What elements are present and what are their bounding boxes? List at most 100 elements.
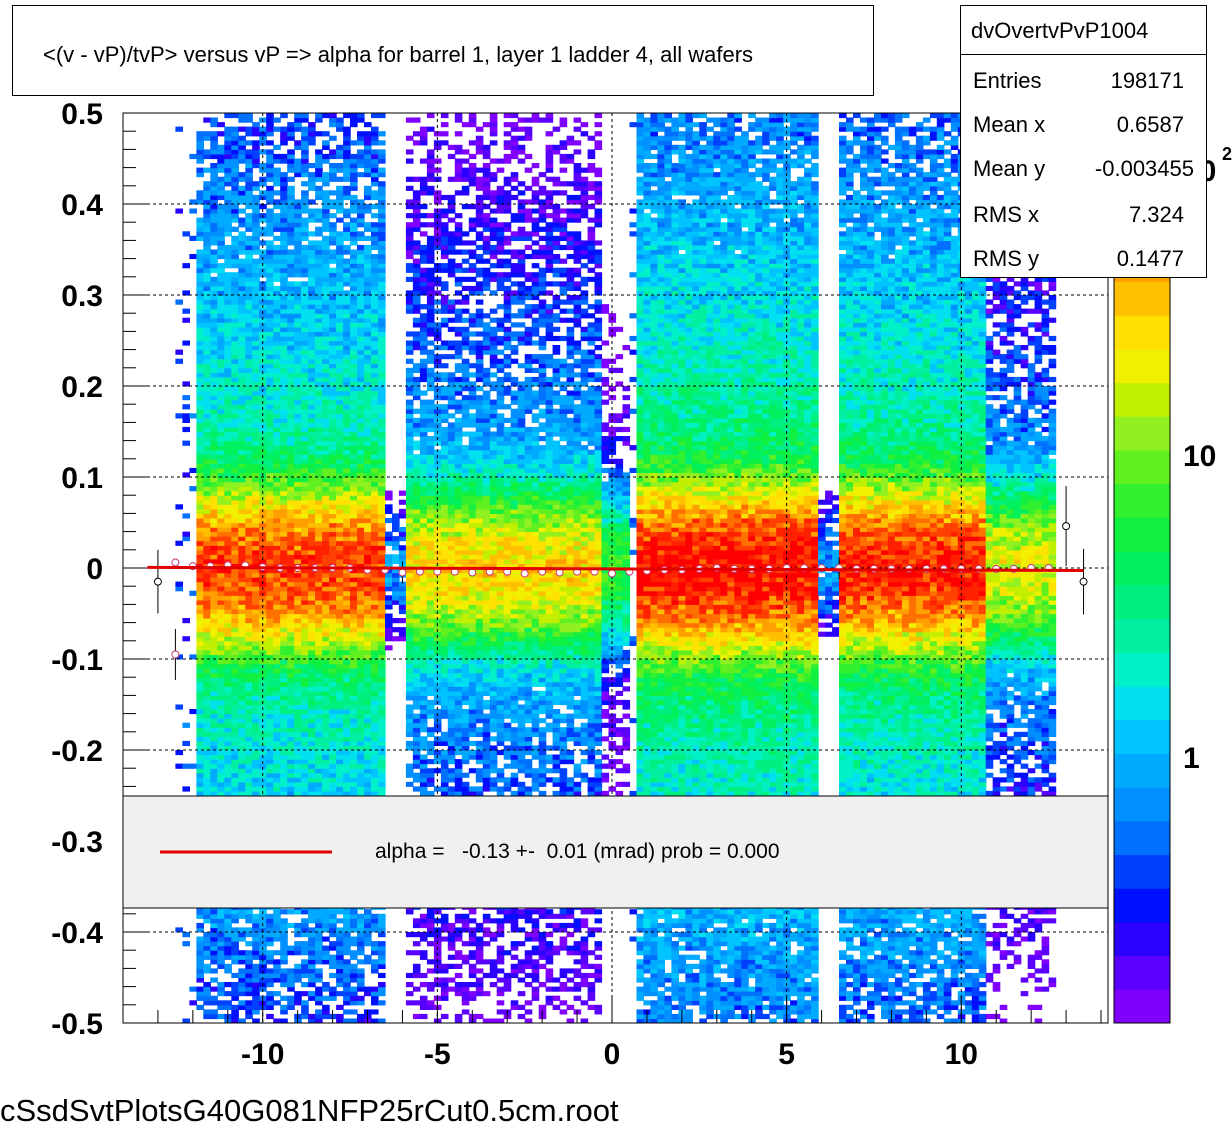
heatmap-cell [252,345,260,351]
heatmap-cell [266,577,274,583]
heatmap-cell [322,258,330,264]
heatmap-cell [315,467,323,473]
heatmap-cell [175,126,183,132]
heatmap-cell [301,640,309,646]
heatmap-cell [245,699,253,706]
heatmap-cell [350,390,358,396]
heatmap-cell [245,436,253,442]
heatmap-cell [287,445,295,451]
heatmap-cell [308,968,316,974]
heatmap-cell [217,463,225,469]
heatmap-cell [231,941,239,947]
heatmap-cell [252,144,260,150]
heatmap-cell [210,426,218,433]
heatmap-cell [273,254,281,260]
heatmap-cell [336,736,344,742]
heatmap-cell [301,686,309,692]
heatmap-cell [245,527,253,533]
heatmap-cell [273,558,281,564]
heatmap-cell [287,558,295,564]
heatmap-cell [322,349,330,355]
heatmap-cell [196,508,204,514]
heatmap-cell [280,372,288,378]
heatmap-cell [259,272,267,278]
heatmap-cell [336,595,344,601]
heatmap-cell [210,472,218,478]
heatmap-cell [210,645,218,651]
heatmap-cell [266,190,274,196]
heatmap-cell [364,263,372,269]
heatmap-cell [238,390,246,396]
heatmap-cell [266,131,274,137]
heatmap-cell [203,149,211,155]
heatmap-cell [301,608,309,615]
heatmap-cell [252,240,260,246]
heatmap-cell [217,690,225,696]
heatmap-cell [371,563,379,569]
heatmap-cell [182,1018,190,1023]
heatmap-cell [343,690,351,696]
heatmap-cell [217,431,225,437]
heatmap-cell [224,276,232,282]
heatmap-cell [182,381,190,387]
heatmap-cell [224,659,232,665]
heatmap-cell [287,972,295,979]
heatmap-cell [280,581,288,587]
heatmap-cell [378,563,386,569]
heatmap-cell [357,204,365,210]
heatmap-cell [308,358,316,364]
heatmap-cell [175,349,183,355]
heatmap-cell [322,244,330,251]
heatmap-cell [308,695,316,701]
heatmap-cell [252,326,260,332]
heatmap-cell [322,627,330,633]
heatmap-cell [343,131,351,137]
heatmap-cell [231,158,239,164]
heatmap-cell [301,313,309,319]
heatmap-cell [336,531,344,537]
heatmap-cell [273,613,281,619]
heatmap-cell [287,386,295,392]
heatmap-cell [308,472,316,478]
heatmap-cell [203,472,211,478]
heatmap-cell [294,577,302,583]
heatmap-cell [315,613,323,619]
heatmap-cell [350,918,358,924]
heatmap-cell [259,932,267,938]
heatmap-cell [280,458,288,464]
heatmap-cell [224,231,232,237]
heatmap-cell [343,340,351,346]
heatmap-cell [315,354,323,360]
heatmap-cell [350,1009,358,1015]
heatmap-cell [196,781,204,787]
heatmap-cell [196,695,204,701]
heatmap-cell [301,172,309,178]
heatmap-cell [357,440,365,446]
heatmap-cell [203,668,211,674]
heatmap-cell [196,322,204,328]
heatmap-cell [210,190,218,196]
heatmap-cell [259,163,267,169]
heatmap-cell [371,581,379,587]
heatmap-cell [196,718,204,724]
heatmap-cell [294,709,302,715]
heatmap-cell [350,936,358,942]
heatmap-cell [266,991,274,997]
heatmap-cell [266,777,274,783]
heatmap-cell [287,563,295,569]
heatmap-cell [266,185,274,191]
heatmap-cell [301,208,309,214]
heatmap-cell [301,622,309,628]
heatmap-cell [308,295,316,301]
heatmap-cell [371,945,379,951]
heatmap-cell [294,945,302,951]
heatmap-cell [259,390,267,396]
heatmap-cell [315,1013,323,1020]
heatmap-cell [336,390,344,396]
heatmap-cell [224,608,232,615]
heatmap-cell [364,508,372,514]
heatmap-cell [322,172,330,178]
heatmap-cell [294,909,302,915]
heatmap-cell [231,936,239,942]
heatmap-cell [336,659,344,665]
